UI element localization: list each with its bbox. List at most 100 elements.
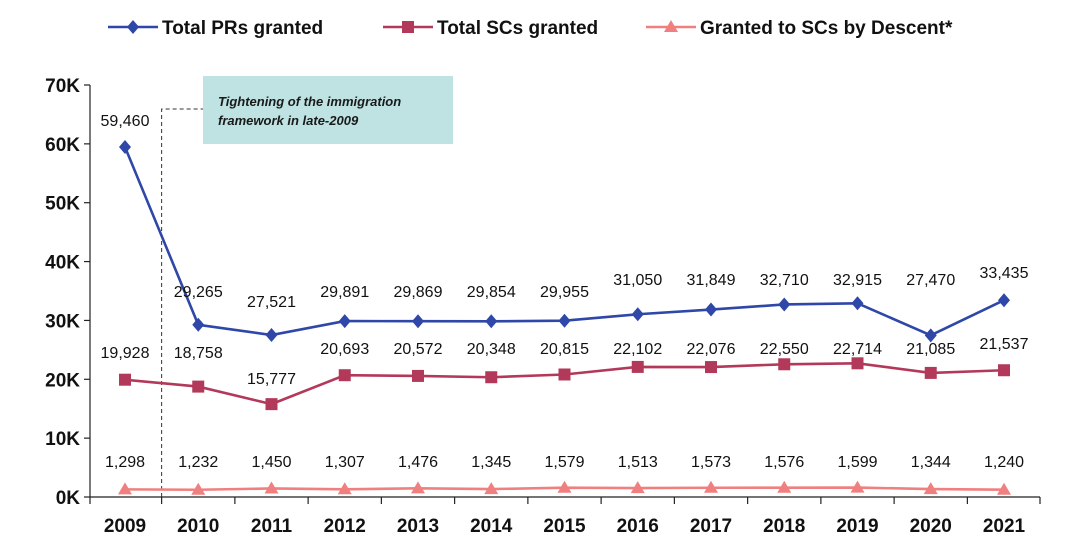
- data-point-granted-to-scs-by-descent: [997, 482, 1011, 495]
- data-label-granted-to-scs-by-descent: 1,573: [691, 454, 731, 471]
- data-point-total-prs-granted: [998, 293, 1010, 308]
- data-point-granted-to-scs-by-descent: [484, 482, 499, 495]
- x-tick-label: 2011: [251, 516, 293, 537]
- data-label-total-prs-granted: 29,265: [174, 284, 223, 301]
- data-point-total-scs-granted: [338, 369, 351, 382]
- data-label-granted-to-scs-by-descent: 1,576: [764, 454, 804, 471]
- x-tick-label: 2012: [324, 516, 366, 537]
- data-point-granted-to-scs-by-descent: [850, 480, 865, 493]
- data-label-total-scs-granted: 21,537: [980, 336, 1029, 353]
- x-tick-label: 2009: [104, 516, 146, 537]
- annotation-text-line: framework in late-2009: [218, 113, 359, 128]
- data-label-total-scs-granted: 22,076: [687, 341, 736, 358]
- data-label-granted-to-scs-by-descent: 1,476: [398, 454, 438, 471]
- data-label-total-scs-granted: 20,815: [540, 341, 589, 358]
- x-tick-label: 2018: [763, 516, 805, 537]
- data-label-granted-to-scs-by-descent: 1,298: [105, 454, 145, 471]
- data-label-total-prs-granted: 31,050: [613, 272, 662, 289]
- data-point-total-scs-granted: [192, 380, 205, 393]
- data-label-total-prs-granted: 31,849: [687, 272, 736, 289]
- data-point-granted-to-scs-by-descent: [411, 481, 425, 494]
- legend-label: Granted to SCs by Descent*: [700, 18, 953, 39]
- data-point-total-prs-granted: [851, 296, 864, 311]
- data-point-total-scs-granted: [778, 358, 791, 371]
- annotation: Tightening of the immigration framework i…: [161, 76, 453, 497]
- data-label-total-scs-granted: 15,777: [247, 371, 296, 388]
- data-label-total-scs-granted: 20,693: [320, 341, 369, 358]
- data-point-granted-to-scs-by-descent: [630, 481, 645, 494]
- data-point-total-prs-granted: [265, 328, 278, 343]
- data-label-total-prs-granted: 33,435: [980, 265, 1029, 282]
- y-tick-label: 40K: [45, 253, 80, 274]
- data-point-total-prs-granted: [485, 314, 498, 329]
- data-point-total-prs-granted: [412, 314, 424, 329]
- data-point-granted-to-scs-by-descent: [704, 480, 718, 493]
- data-point-total-scs-granted: [924, 366, 937, 379]
- legend-marker-triangle: [664, 20, 678, 32]
- data-point-total-scs-granted: [412, 369, 424, 382]
- y-tick-label: 0K: [56, 488, 81, 509]
- data-label-total-scs-granted: 20,572: [394, 341, 443, 358]
- y-tick-label: 70K: [45, 76, 80, 97]
- data-label-granted-to-scs-by-descent: 1,232: [178, 454, 218, 471]
- data-label-total-prs-granted: 32,915: [833, 272, 882, 289]
- data-point-granted-to-scs-by-descent: [777, 480, 792, 493]
- x-tick-label: 2013: [397, 516, 439, 537]
- x-tick-label: 2021: [983, 516, 1026, 537]
- y-tick-label: 50K: [45, 194, 80, 215]
- data-label-total-scs-granted: 18,758: [174, 345, 223, 362]
- legend-label: Total PRs granted: [162, 18, 323, 39]
- y-tick-label: 30K: [45, 311, 80, 332]
- data-point-total-prs-granted: [778, 297, 791, 312]
- data-point-total-prs-granted: [338, 314, 351, 329]
- data-label-total-scs-granted: 22,550: [760, 341, 809, 358]
- data-point-total-prs-granted: [192, 317, 205, 332]
- data-label-total-prs-granted: 29,891: [320, 284, 369, 301]
- y-tick-label: 20K: [45, 370, 80, 391]
- data-label-total-prs-granted: 27,470: [906, 272, 955, 289]
- annotation-bracket: [161, 108, 203, 497]
- data-label-total-prs-granted: 59,460: [101, 113, 150, 130]
- x-tick-label: 2015: [543, 516, 586, 537]
- data-label-total-prs-granted: 32,710: [760, 272, 809, 289]
- data-point-total-scs-granted: [558, 368, 571, 381]
- data-label-total-scs-granted: 21,085: [906, 341, 955, 358]
- data-point-total-scs-granted: [705, 361, 717, 374]
- data-point-granted-to-scs-by-descent: [337, 482, 352, 495]
- data-label-granted-to-scs-by-descent: 1,240: [984, 454, 1024, 471]
- legend-marker-square: [402, 21, 414, 33]
- series-group: [118, 140, 1011, 495]
- data-point-total-scs-granted: [265, 398, 278, 411]
- legend-item-total-prs-granted: Total PRs granted: [108, 18, 323, 39]
- data-point-granted-to-scs-by-descent: [923, 482, 938, 495]
- legend: Total PRs granted Total SCs granted Grante…: [108, 18, 953, 39]
- data-labels: 59,460 29,265 27,521 29,891 29,869 29,854 29,9…: [101, 113, 1029, 471]
- data-point-total-scs-granted: [631, 360, 644, 373]
- x-tick-label: 2014: [470, 516, 513, 537]
- data-point-total-scs-granted: [485, 371, 498, 384]
- data-point-granted-to-scs-by-descent: [264, 481, 279, 494]
- data-point-total-prs-granted: [119, 140, 131, 155]
- data-point-total-prs-granted: [705, 302, 717, 317]
- data-point-total-prs-granted: [924, 328, 937, 343]
- data-point-granted-to-scs-by-descent: [191, 482, 206, 495]
- data-label-total-prs-granted: 29,869: [394, 284, 443, 301]
- data-label-total-prs-granted: 29,854: [467, 284, 516, 301]
- data-label-granted-to-scs-by-descent: 1,599: [837, 454, 877, 471]
- annotation-text-line: Tightening of the immigration: [218, 94, 401, 109]
- legend-label: Total SCs granted: [437, 18, 598, 39]
- data-label-granted-to-scs-by-descent: 1,307: [325, 454, 365, 471]
- data-label-granted-to-scs-by-descent: 1,450: [251, 454, 291, 471]
- data-label-total-scs-granted: 19,928: [101, 345, 150, 362]
- y-tick-label: 10K: [45, 429, 80, 450]
- data-label-granted-to-scs-by-descent: 1,344: [911, 454, 951, 471]
- data-point-granted-to-scs-by-descent: [557, 480, 572, 493]
- data-label-granted-to-scs-by-descent: 1,345: [471, 454, 511, 471]
- data-point-total-scs-granted: [119, 373, 131, 386]
- data-label-total-scs-granted: 22,714: [833, 341, 882, 358]
- data-point-total-prs-granted: [631, 307, 644, 322]
- data-label-granted-to-scs-by-descent: 1,579: [544, 454, 584, 471]
- annotation-box: [203, 76, 453, 144]
- data-label-total-scs-granted: 22,102: [613, 341, 662, 358]
- x-tick-label: 2010: [177, 516, 219, 537]
